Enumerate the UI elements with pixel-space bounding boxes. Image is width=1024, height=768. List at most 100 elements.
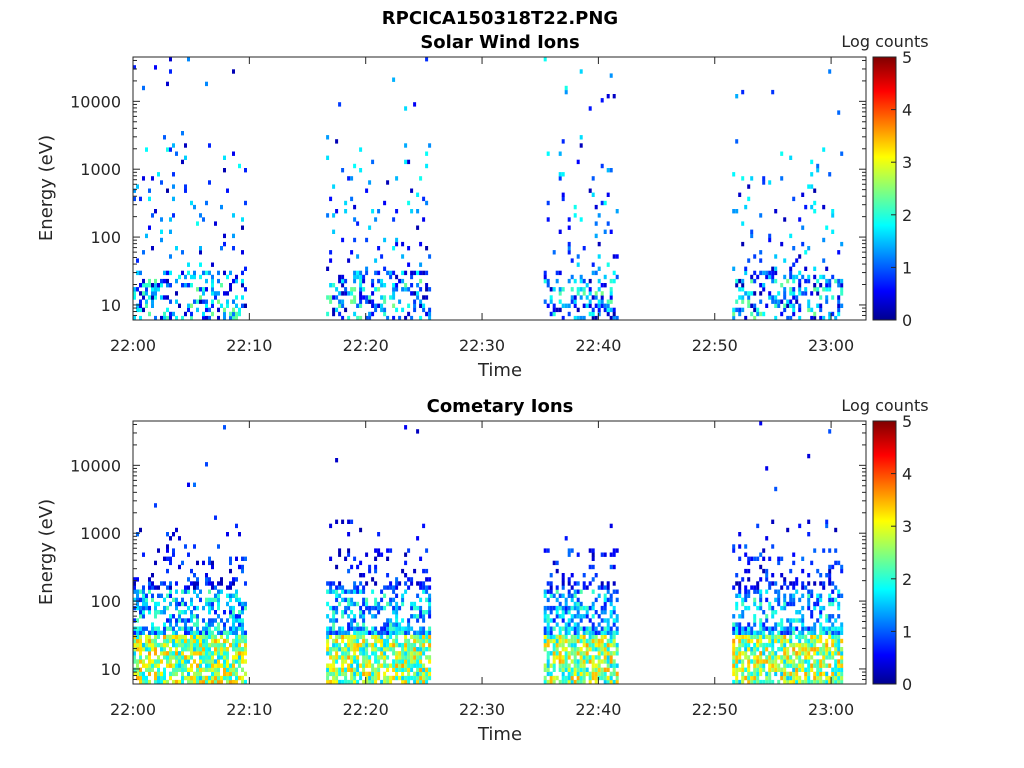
heatmap-cell — [813, 622, 817, 627]
heatmap-cell — [609, 655, 613, 660]
heatmap-cell — [407, 651, 411, 656]
heatmap-cell — [329, 585, 333, 590]
heatmap-cell — [241, 630, 244, 635]
heatmap-cell — [615, 663, 619, 668]
heatmap-cell — [422, 630, 426, 635]
heatmap-cell — [573, 622, 577, 627]
heatmap-cell — [567, 311, 571, 317]
heatmap-cell — [350, 647, 354, 652]
heatmap-cell — [801, 642, 805, 648]
heatmap-cell — [205, 577, 208, 582]
heatmap-cell — [389, 622, 393, 627]
heatmap-cell — [561, 585, 565, 590]
heatmap-cell — [392, 287, 396, 292]
heatmap-cell — [807, 303, 811, 308]
heatmap-cell — [142, 605, 145, 611]
heatmap-cell — [226, 585, 229, 590]
heatmap-cell — [151, 283, 154, 288]
heatmap-cell — [241, 225, 244, 230]
heatmap-cell — [579, 618, 583, 623]
heatmap-cell — [561, 196, 565, 202]
heatmap-cell — [606, 642, 610, 648]
heatmap-cell — [546, 217, 550, 222]
heatmap-cell — [738, 679, 742, 685]
heatmap-cell — [365, 647, 369, 652]
heatmap-cell — [834, 618, 838, 623]
heatmap-cell — [561, 610, 565, 615]
heatmap-cell — [350, 601, 354, 607]
heatmap-cell — [831, 601, 835, 607]
heatmap-cell — [594, 679, 598, 685]
heatmap-cell — [741, 89, 745, 95]
heatmap-cell — [606, 192, 610, 197]
heatmap-cell — [825, 679, 829, 685]
heatmap-cell — [178, 667, 181, 672]
heatmap-cell — [765, 675, 769, 681]
heatmap-cell — [552, 303, 556, 308]
heatmap-cell — [606, 659, 610, 664]
heatmap-cell — [368, 225, 372, 230]
heatmap-cell — [789, 597, 793, 603]
heatmap-cell — [744, 266, 748, 271]
heatmap-cell — [410, 315, 414, 321]
heatmap-cell — [187, 626, 190, 631]
heatmap-cell — [401, 597, 405, 603]
heatmap-cell — [353, 638, 357, 644]
heatmap-cell — [157, 283, 160, 288]
heatmap-cell — [428, 675, 432, 681]
heatmap-cell — [774, 626, 778, 631]
heatmap-cell — [801, 651, 805, 656]
heatmap-cell — [172, 213, 175, 218]
heatmap-cell — [386, 573, 390, 578]
heatmap-cell — [142, 176, 145, 181]
heatmap-cell — [139, 291, 142, 296]
heatmap-cell — [205, 270, 208, 276]
heatmap-cell — [777, 601, 781, 607]
heatmap-cell — [552, 638, 556, 644]
heatmap-cell — [834, 651, 838, 656]
heatmap-cell — [359, 168, 363, 173]
heatmap-cell — [428, 614, 432, 619]
heatmap-cell — [422, 523, 426, 529]
heatmap-cell — [142, 663, 145, 668]
heatmap-cell — [588, 106, 592, 111]
heatmap-cell — [741, 642, 745, 648]
heatmap-cell — [546, 589, 550, 594]
heatmap-cell — [612, 94, 616, 99]
heatmap-cell — [609, 671, 613, 677]
heatmap-cell — [555, 638, 559, 644]
heatmap-cell — [425, 589, 429, 594]
heatmap-cell — [181, 131, 184, 136]
heatmap-cell — [780, 655, 784, 660]
heatmap-cell — [145, 233, 148, 239]
heatmap-cell — [768, 233, 772, 239]
heatmap-cell — [783, 663, 787, 668]
heatmap-cell — [543, 642, 547, 648]
heatmap-cell — [374, 601, 378, 607]
heatmap-cell — [166, 295, 169, 300]
heatmap-cell — [825, 295, 829, 300]
heatmap-cell — [588, 630, 592, 635]
heatmap-cell — [175, 291, 178, 296]
heatmap-cell — [205, 655, 208, 660]
heatmap-cell — [359, 610, 363, 615]
heatmap-cell — [741, 307, 745, 313]
x-tick-label: 22:40 — [575, 700, 621, 719]
heatmap-cell — [561, 139, 565, 144]
heatmap-cell — [410, 675, 414, 681]
heatmap-cell — [356, 647, 360, 652]
heatmap-cell — [561, 287, 565, 292]
heatmap-cell — [762, 311, 766, 317]
heatmap-cell — [211, 262, 214, 267]
heatmap-cell — [163, 647, 166, 652]
heatmap-cell — [419, 278, 423, 284]
heatmap-cell — [335, 209, 339, 214]
heatmap-cell — [347, 548, 351, 553]
heatmap-cell — [422, 638, 426, 644]
heatmap-cell — [238, 626, 241, 631]
heatmap-cell — [747, 577, 751, 582]
axis-ticks: 22:00 22:10 22:20 22:30 22:40 22:50 23:0010100… — [70, 57, 866, 355]
heatmap-cell — [220, 303, 223, 308]
heatmap-cell — [771, 573, 775, 578]
heatmap-cell — [588, 188, 592, 193]
